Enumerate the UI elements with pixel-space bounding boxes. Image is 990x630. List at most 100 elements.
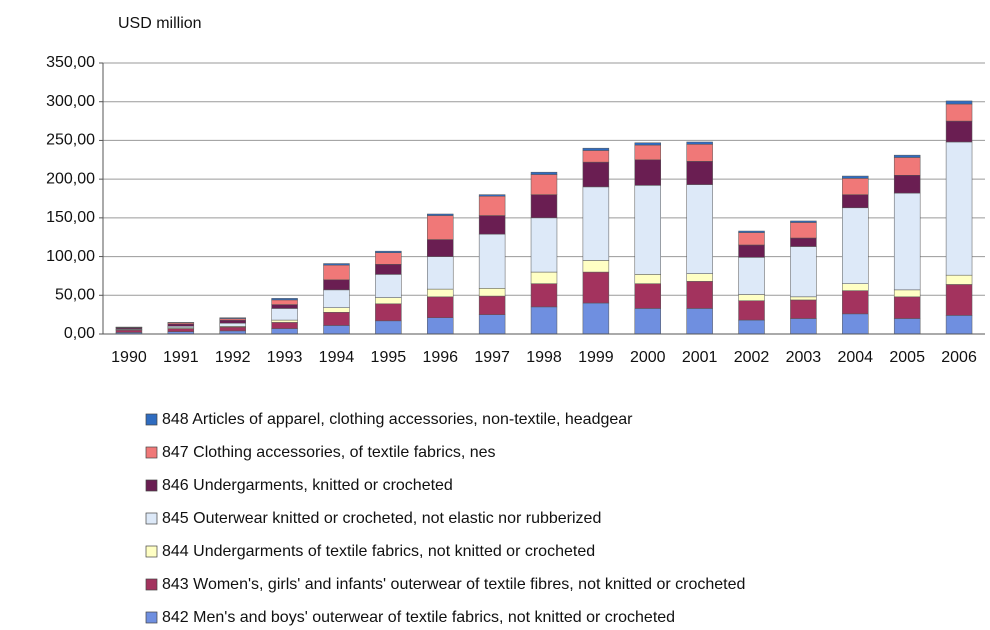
x-tick-label: 1991 xyxy=(163,349,199,366)
bar-segment xyxy=(478,233,506,289)
bar-segment xyxy=(634,142,661,146)
bar-segment xyxy=(530,283,558,308)
x-tick-label: 1993 xyxy=(267,349,303,366)
bar-segment xyxy=(893,296,921,319)
bar-segment xyxy=(842,178,869,195)
bar-segment xyxy=(271,299,298,305)
bar-segment xyxy=(842,313,869,335)
x-tick-label: 1995 xyxy=(371,349,407,366)
bar-segment xyxy=(842,207,869,284)
bar-segment xyxy=(893,175,921,194)
x-tick-label: 1990 xyxy=(111,349,147,366)
x-tick-label: 1997 xyxy=(474,349,510,366)
bar-segment xyxy=(686,308,713,335)
x-tick-label: 1994 xyxy=(319,349,355,366)
x-tick-label: 2005 xyxy=(889,349,925,366)
bar-segment xyxy=(530,271,558,284)
bar-segment xyxy=(893,318,921,335)
bar-segment xyxy=(738,257,765,295)
bar-segment xyxy=(530,174,558,195)
bar-segment xyxy=(582,271,610,304)
bar-segment xyxy=(530,194,558,219)
bar-segment xyxy=(375,264,402,275)
bar-segment xyxy=(530,306,558,335)
bar-segment xyxy=(738,230,765,233)
x-tick-label: 2000 xyxy=(630,349,666,366)
legend-label: 848 Articles of apparel, clothing access… xyxy=(162,411,633,428)
x-tick-label: 2003 xyxy=(786,349,822,366)
bar-segment xyxy=(219,326,246,332)
bar-segment xyxy=(634,159,661,186)
bar-segment xyxy=(375,303,402,322)
bar-segment xyxy=(530,171,558,175)
bar-segment xyxy=(634,144,661,161)
bar-segment xyxy=(893,154,921,158)
legend-swatch xyxy=(145,545,158,558)
bar-segment xyxy=(634,274,661,284)
bar-segment xyxy=(323,279,350,291)
bar-segment xyxy=(271,298,298,301)
bar-segment xyxy=(842,290,869,315)
bar-segment xyxy=(271,308,298,321)
bar-segment xyxy=(686,161,713,185)
bar-segment xyxy=(323,289,350,308)
bar-segment xyxy=(375,320,402,335)
bar-segment xyxy=(427,317,454,335)
bar-segment xyxy=(478,195,506,216)
bar-segment xyxy=(738,294,765,301)
bar-segment xyxy=(686,141,713,145)
y-tick-label: 50,00 xyxy=(55,287,95,304)
bar-segment xyxy=(219,319,246,324)
bar-segment xyxy=(634,283,661,309)
bar-segment xyxy=(582,161,610,188)
bar-segment xyxy=(738,232,765,246)
bar-segment xyxy=(634,185,661,275)
y-tick-label: 100,00 xyxy=(46,248,95,265)
x-tick-label: 1998 xyxy=(526,349,562,366)
bar-segment xyxy=(790,296,817,301)
bar-segment xyxy=(375,252,402,265)
bar-segment xyxy=(323,312,350,326)
bar-segment xyxy=(582,186,610,261)
bar-segment xyxy=(842,283,869,291)
bar-segment xyxy=(582,147,610,151)
legend-swatch xyxy=(145,446,158,459)
legend-swatch xyxy=(145,479,158,492)
legend-label: 843 Women's, girls' and infants' outerwe… xyxy=(162,576,745,593)
bar-segment xyxy=(945,103,973,122)
bar-segment xyxy=(842,175,869,179)
bar-segment xyxy=(945,284,973,316)
bar-segment xyxy=(738,319,765,335)
x-tick-label: 2001 xyxy=(682,349,718,366)
bar-segment xyxy=(530,217,558,273)
bar-segment xyxy=(323,325,350,335)
bar-segment xyxy=(686,273,713,282)
bar-segment xyxy=(893,157,921,176)
x-tick-label: 2002 xyxy=(734,349,770,366)
bar-segment xyxy=(945,315,973,335)
y-tick-label: 250,00 xyxy=(46,132,95,149)
bar-segment xyxy=(427,239,454,257)
bar-segment xyxy=(375,274,402,298)
bar-segment xyxy=(323,263,350,266)
bar-segment xyxy=(945,100,973,105)
bar-segment xyxy=(323,264,350,281)
bar-segment xyxy=(790,237,817,247)
bar-segment xyxy=(842,194,869,209)
bar-segment xyxy=(582,302,610,335)
bar-segment xyxy=(167,328,195,332)
bar-segment xyxy=(271,304,298,309)
y-tick-label: 350,00 xyxy=(46,54,95,71)
legend-swatch xyxy=(145,578,158,591)
legend-label: 842 Men's and boys' outerwear of textile… xyxy=(162,609,675,626)
bar-segment xyxy=(219,317,246,319)
y-tick-label: 200,00 xyxy=(46,170,95,187)
legend-swatch xyxy=(145,512,158,525)
legend-swatch xyxy=(145,413,158,426)
bar-segment xyxy=(686,184,713,274)
bar-segment xyxy=(945,274,973,285)
bar-segment xyxy=(271,319,298,323)
legend-label: 845 Outerwear knitted or crocheted, not … xyxy=(162,510,601,527)
y-axis-label: USD million xyxy=(118,15,202,32)
